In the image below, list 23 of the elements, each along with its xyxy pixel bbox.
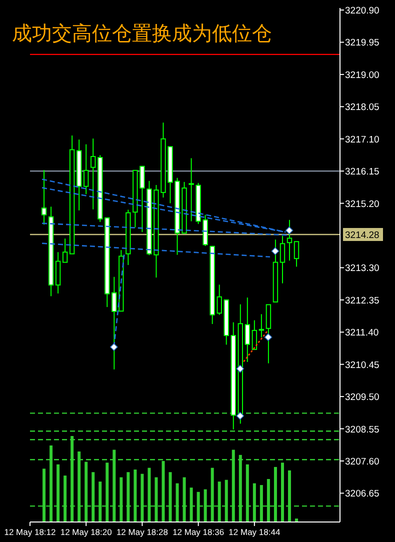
ytick: 3208.55 [345, 424, 380, 436]
ytick: 3216.15 [345, 166, 380, 178]
ytick: 3219.95 [345, 38, 380, 49]
ytick: 3213.30 [345, 263, 380, 274]
ytick: 3218.05 [345, 102, 380, 114]
ytick: 3211.40 [345, 328, 379, 339]
ytick: 3217.10 [345, 134, 380, 146]
xtick: 12 May 18:36 [172, 527, 224, 537]
xtick: 12 May 18:44 [228, 527, 280, 537]
ytick: 3210.45 [345, 360, 380, 371]
title: 成功交高位仓置换成为低位仓 [12, 23, 272, 45]
ytick: 3206.65 [345, 488, 380, 500]
xtick: 12 May 18:12 [4, 527, 56, 537]
ytick: 3220.90 [345, 6, 380, 17]
price-label: 3214.28 [343, 228, 383, 241]
ytick: 3212.35 [345, 295, 380, 306]
xtick: 12 May 18:20 [60, 527, 112, 537]
ref-line-label: 3214.28 [345, 230, 380, 241]
ytick: 3219.00 [345, 70, 380, 81]
xtick: 12 May 18:28 [116, 527, 168, 537]
ytick: 3215.20 [345, 198, 380, 210]
ytick: 3209.50 [345, 392, 380, 404]
ytick: 3207.60 [345, 456, 380, 468]
